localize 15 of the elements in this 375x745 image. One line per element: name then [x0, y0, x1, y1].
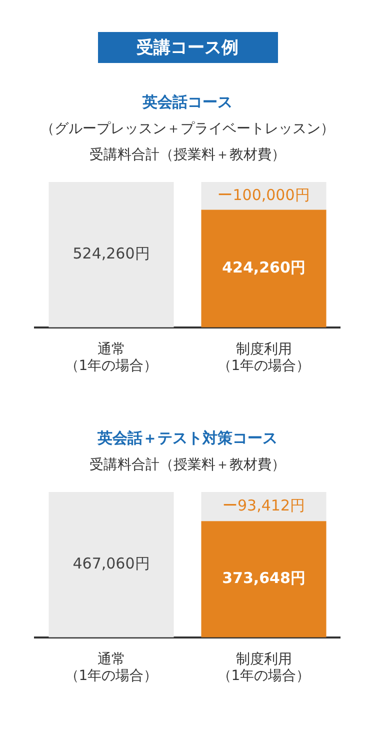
- chart-title: 英会話＋テスト対策コース: [96, 429, 278, 448]
- text: 受講コース例: [98, 32, 278, 63]
- data-label: 524,260円: [72, 244, 150, 263]
- chart-title: 英会話コース: [141, 93, 234, 112]
- x-tick-label: 通常（1年の場合）: [64, 651, 158, 684]
- x-tick-label: 通常（1年の場合）: [64, 341, 158, 374]
- data-label: 373,648円: [222, 569, 306, 588]
- data-label: 424,260円: [222, 258, 306, 276]
- x-tick-label: 制度利用（1年の場合）: [217, 341, 310, 374]
- data-label: ー100,000円: [218, 186, 310, 204]
- x-tick-label: 制度利用（1年の場合）: [217, 651, 310, 684]
- data-label: 467,060円: [72, 554, 150, 573]
- chart-subtitle: 受講料合計（授業料＋教材費）: [88, 456, 286, 475]
- chart-subtitle: （グループレッスン＋プライベートレッスン）受講料合計（授業料＋教材費）: [40, 120, 336, 165]
- data-label: ー93,412円: [222, 496, 305, 514]
